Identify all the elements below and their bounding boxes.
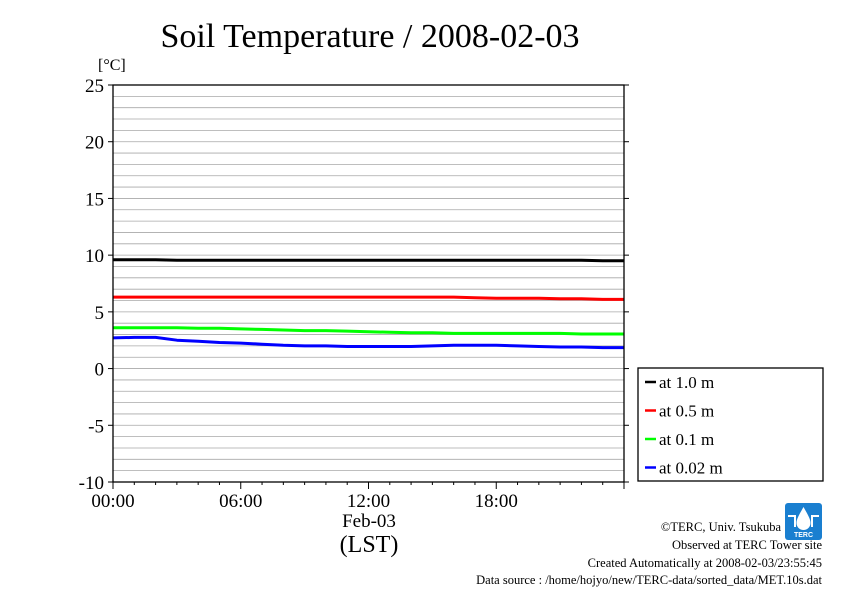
y-tick-label: 0 [95, 360, 105, 381]
chart-title: Soil Temperature / 2008-02-03 [160, 18, 579, 55]
y-tick-label: 5 [95, 303, 105, 324]
x-tick-label: 18:00 [475, 491, 518, 512]
x-ticks: 00:00 06:00 12:00 18:00 [91, 482, 625, 512]
observed-text: Observed at TERC Tower site [672, 538, 822, 552]
legend: at 1.0 m at 0.5 m at 0.1 m at 0.02 m [637, 367, 824, 482]
copyright-text: ©TERC, Univ. Tsukuba [661, 520, 782, 534]
y-tick-label: -10 [79, 473, 104, 494]
series-line [112, 335, 624, 350]
series-line [113, 295, 624, 301]
legend-label: at 0.5 m [659, 402, 714, 421]
y-tick-label: 15 [85, 189, 104, 210]
x-tick-label: 06:00 [219, 491, 262, 512]
y-tick-label: 25 [85, 76, 104, 97]
legend-label: at 0.02 m [659, 459, 723, 478]
legend-label: at 0.1 m [659, 430, 714, 449]
created-text: Created Automatically at 2008-02-03/23:5… [588, 556, 822, 570]
legend-box [637, 367, 824, 482]
grid-lines [113, 95, 624, 472]
y-tick-label: 10 [85, 246, 104, 267]
y-ticks: 25 20 15 10 5 0 -5 -10 [79, 76, 629, 494]
x-axis-label: (LST) [340, 532, 399, 558]
logo-frame-icon [788, 515, 819, 527]
x-date-label: Feb-03 [342, 511, 396, 532]
plot-frame [112, 84, 625, 483]
y-tick-label: 20 [85, 133, 104, 154]
legend-label: at 1.0 m [659, 373, 714, 392]
water-drop-icon [796, 507, 811, 530]
x-tick-label: 12:00 [347, 491, 390, 512]
x-tick-label: 00:00 [91, 491, 134, 512]
series-line [113, 326, 624, 336]
y-tick-label: -5 [88, 416, 104, 437]
data-source-text: Data source : /home/hojyo/new/TERC-data/… [476, 573, 822, 587]
series-line [113, 258, 624, 263]
terc-logo: TERC [785, 503, 822, 540]
y-axis-unit: [°C] [98, 57, 126, 74]
logo-text: TERC [794, 532, 813, 539]
series-lines [112, 258, 624, 350]
